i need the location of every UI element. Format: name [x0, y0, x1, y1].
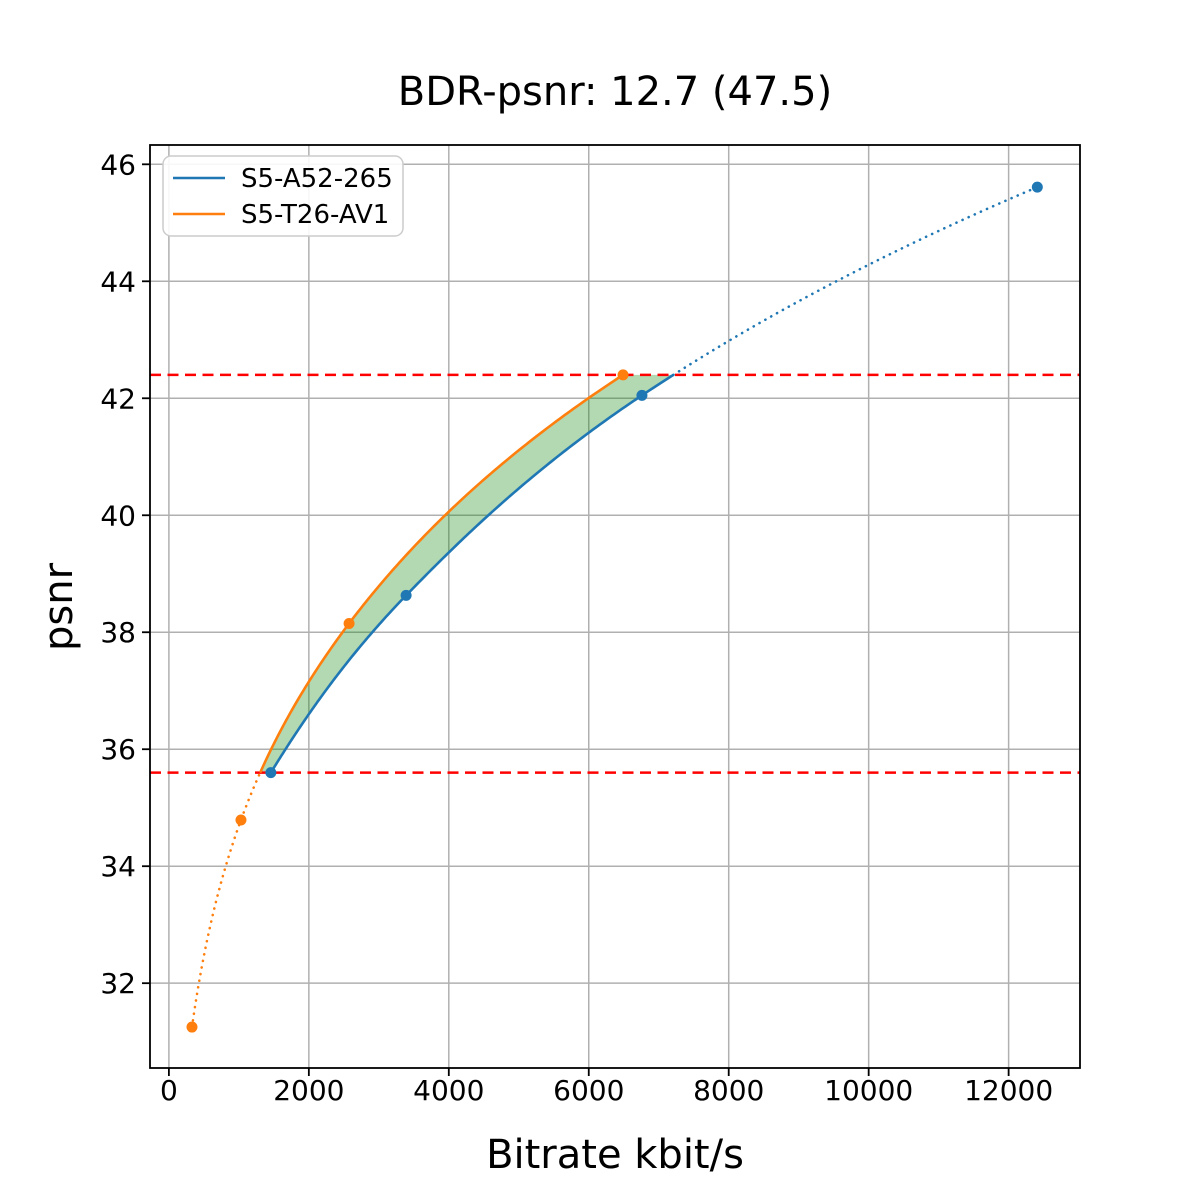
- y-tick-label: 32: [100, 967, 136, 1000]
- hline-layer: [150, 373, 1080, 774]
- curve-layer: [190, 185, 1039, 1029]
- grid-layer: [150, 145, 1080, 1068]
- x-tick-label: 8000: [693, 1074, 764, 1107]
- x-axis-label: Bitrate kbit/s: [486, 1132, 744, 1178]
- data-point-marker-S5-T26-AV1: [617, 369, 629, 381]
- legend-box: [162, 155, 404, 237]
- plot-border: [149, 144, 1081, 1069]
- x-tick-label: 4000: [413, 1074, 484, 1107]
- y-tick-label: 44: [100, 265, 136, 298]
- y-tick-label: 40: [100, 499, 136, 532]
- data-point-marker-S5-A52-265: [400, 589, 412, 601]
- y-tick-label: 38: [100, 616, 136, 649]
- rd-curve-S5-A52-265-dotted: [672, 185, 1039, 377]
- x-tick-label: 10000: [824, 1074, 913, 1107]
- x-tick-label: 2000: [273, 1074, 344, 1107]
- x-tick-label: 6000: [553, 1074, 624, 1107]
- data-point-marker-S5-T26-AV1: [186, 1021, 198, 1033]
- axes-layer: 0 2000 4000 6000 8000 10000 12000 32 34 36 38 40 42 4…: [100, 144, 1081, 1107]
- data-point-marker-S5-T26-AV1: [235, 814, 247, 826]
- data-point-marker-S5-A52-265: [636, 389, 648, 401]
- data-point-marker-S5-A52-265: [1031, 181, 1043, 193]
- data-point-marker-S5-T26-AV1: [343, 617, 355, 629]
- chart-title: BDR-psnr: 12.7 (47.5): [398, 69, 832, 115]
- marker-layer: [186, 181, 1043, 1033]
- y-tick-label: 42: [100, 382, 136, 415]
- fill-between-region: [260, 374, 674, 773]
- legend-label-S5-T26-AV1: S5-T26-AV1: [241, 200, 389, 230]
- y-axis-label: psnr: [36, 562, 82, 651]
- rd-curve-S5-A52-265-solid: [269, 373, 675, 774]
- legend-layer: S5-A52-265 S5-T26-AV1: [162, 155, 404, 237]
- y-tick-label: 34: [100, 850, 136, 883]
- rd-curve-S5-T26-AV1-solid: [259, 373, 624, 774]
- y-tick-label: 46: [100, 148, 136, 181]
- data-point-marker-S5-A52-265: [265, 767, 277, 779]
- fill-layer: [260, 374, 674, 773]
- legend-label-S5-A52-265: S5-A52-265: [241, 164, 393, 194]
- rd-curve-S5-T26-AV1-dotted: [190, 771, 262, 1029]
- x-tick-label: 12000: [964, 1074, 1053, 1107]
- y-tick-label: 36: [100, 733, 136, 766]
- x-tick-label: 0: [160, 1074, 178, 1107]
